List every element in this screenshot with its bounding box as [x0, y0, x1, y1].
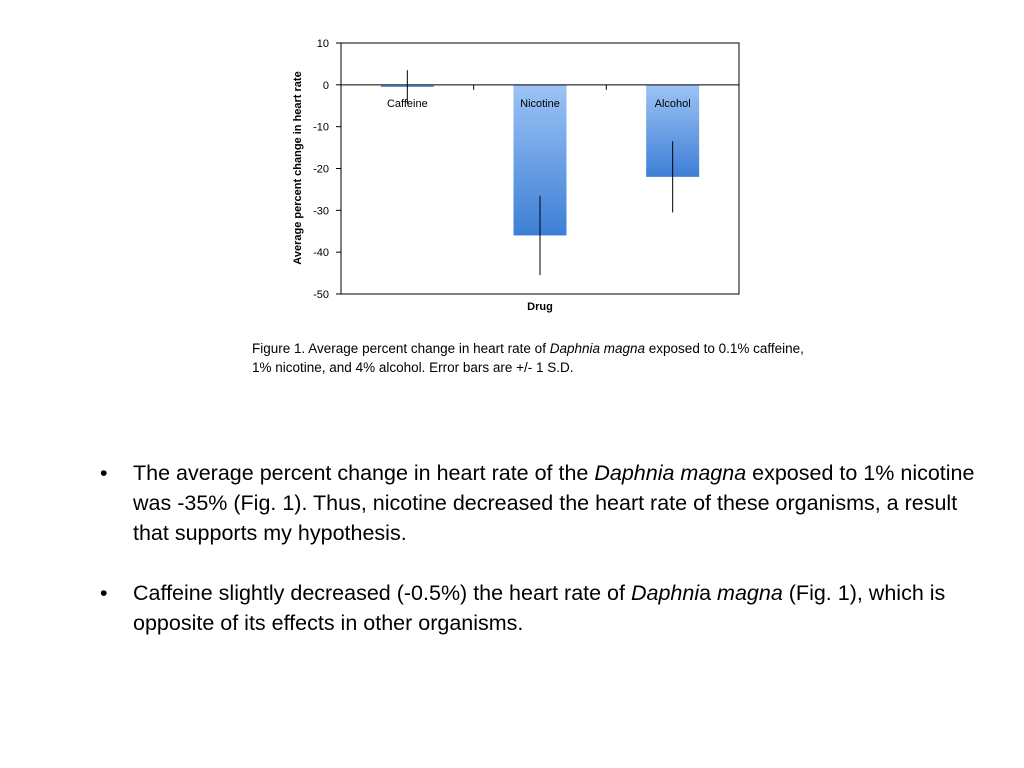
y-axis-title: Average percent change in heart rate — [292, 71, 304, 264]
caption-prefix: Figure 1. Average percent change in hear… — [252, 341, 550, 356]
y-tick-label: 0 — [323, 80, 329, 92]
category-label-caffeine: Caffeine — [387, 98, 428, 110]
y-tick-label: 10 — [317, 38, 329, 50]
bullet2-species-b: a — [699, 581, 712, 605]
bullet-item-caffeine: • Caffeine slightly decreased (-0.5%) th… — [100, 578, 980, 638]
bar-chart: 10 0 -10 -20 -30 -40 -50 Caffeine Nicotine Alcoho… — [292, 38, 740, 313]
bullet2-text-end: (Fig. 1), which is opposite of its effec… — [133, 581, 946, 635]
figure-caption: Figure 1. Average percent change in hear… — [252, 339, 812, 377]
bullet1-text-start: The average percent change in heart rate… — [133, 461, 595, 485]
bullet-marker: • — [100, 461, 108, 485]
y-tick-label: -10 — [313, 122, 329, 134]
bullet-list: • The average percent change in heart ra… — [100, 458, 980, 668]
bullet1-text-end: exposed to 1% nicotine was -35% (Fig. 1)… — [133, 461, 975, 545]
category-label-alcohol: Alcohol — [655, 98, 691, 110]
bullet1-species: Daphnia magna — [594, 461, 747, 485]
bullet2-species-a: Daphni — [630, 581, 700, 605]
bullet-item-nicotine: • The average percent change in heart ra… — [100, 458, 980, 548]
bullet2-text-start: Caffeine slightly decreased (-0.5%) the … — [133, 581, 631, 605]
caption-species: Daphnia magna — [549, 341, 646, 356]
y-tick-label: -40 — [313, 247, 329, 259]
category-label-nicotine: Nicotine — [520, 98, 560, 110]
x-axis-title: Drug — [527, 301, 553, 313]
bullet-marker: • — [100, 581, 108, 605]
y-tick-label: -30 — [313, 205, 329, 217]
y-tick-label: -20 — [313, 164, 329, 176]
y-tick-label: -50 — [313, 289, 329, 301]
bullet2-species-c: magna — [711, 581, 783, 605]
caption-suffix: exposed to 0.1% caffeine, 1% nicotine, a… — [252, 341, 804, 375]
